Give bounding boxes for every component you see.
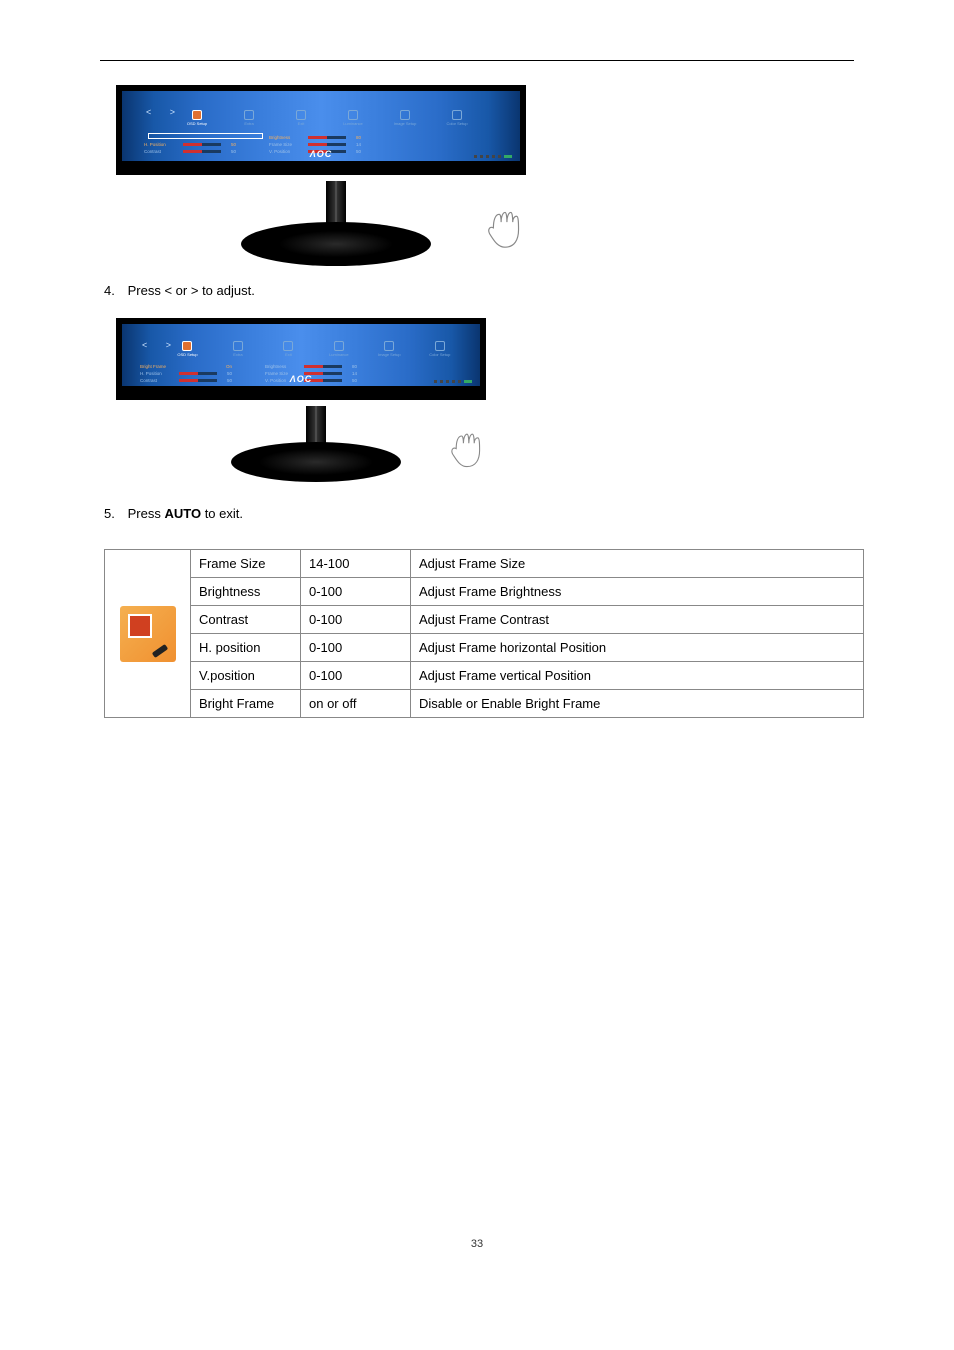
monitor-screen-1: < > OSD Setup Extra Exit Luminance Image… bbox=[116, 85, 526, 175]
table-row: Brightness 0-100 Adjust Frame Brightness bbox=[105, 578, 864, 606]
monitor-buttons bbox=[434, 380, 472, 383]
param-name: Frame Size bbox=[191, 550, 301, 578]
table-row: Frame Size 14-100 Adjust Frame Size bbox=[105, 550, 864, 578]
param-desc: Disable or Enable Bright Frame bbox=[411, 690, 864, 718]
osd-tab-bar: OSD Setup Extra Exit Luminance Image Set… bbox=[142, 105, 500, 131]
monitor-logo: ΛOC bbox=[290, 374, 313, 384]
osd-tab: Exit bbox=[276, 105, 326, 131]
param-range: 0-100 bbox=[301, 634, 411, 662]
param-name: Brightness bbox=[191, 578, 301, 606]
table-row: Contrast 0-100 Adjust Frame Contrast bbox=[105, 606, 864, 634]
osd-tab: Image Setup bbox=[365, 336, 413, 362]
monitor-figure-2: < > OSD Setup Extra Exit Luminance Image… bbox=[116, 318, 874, 498]
osd-tab: Extra bbox=[214, 336, 262, 362]
parameters-table: Frame Size 14-100 Adjust Frame Size Brig… bbox=[104, 549, 864, 718]
param-desc: Adjust Frame Brightness bbox=[411, 578, 864, 606]
monitor-figure-1: < > OSD Setup Extra Exit Luminance Image… bbox=[116, 85, 874, 275]
osd-tab: Color Setup bbox=[432, 105, 482, 131]
param-desc: Adjust Frame Contrast bbox=[411, 606, 864, 634]
param-name: Contrast bbox=[191, 606, 301, 634]
monitor-stand bbox=[231, 406, 401, 490]
picture-boost-icon bbox=[120, 606, 176, 662]
header-rule bbox=[100, 60, 854, 61]
param-range: 0-100 bbox=[301, 606, 411, 634]
step-4: 4. Press < or > to adjust. bbox=[104, 283, 874, 298]
picture-boost-icon-cell bbox=[105, 550, 191, 718]
osd-tab: Image Setup bbox=[380, 105, 430, 131]
param-name: V.position bbox=[191, 662, 301, 690]
osd-tab: Extra bbox=[224, 105, 274, 131]
osd-tab: Luminance bbox=[315, 336, 363, 362]
osd-tab: Color Setup bbox=[416, 336, 464, 362]
table-row: Bright Frame on or off Disable or Enable… bbox=[105, 690, 864, 718]
param-range: 14-100 bbox=[301, 550, 411, 578]
osd-tab: OSD Setup bbox=[172, 105, 222, 131]
param-range: 0-100 bbox=[301, 578, 411, 606]
param-desc: Adjust Frame horizontal Position bbox=[411, 634, 864, 662]
table-row: V.position 0-100 Adjust Frame vertical P… bbox=[105, 662, 864, 690]
osd-tab: OSD Setup bbox=[163, 336, 211, 362]
param-range: 0-100 bbox=[301, 662, 411, 690]
page-number: 33 bbox=[80, 1238, 874, 1250]
monitor-logo: ΛOC bbox=[310, 149, 333, 159]
hand-icon bbox=[476, 195, 534, 253]
osd-tab-bar: OSD Setup Extra Exit Luminance Image Set… bbox=[138, 336, 464, 362]
param-name: H. position bbox=[191, 634, 301, 662]
hand-icon bbox=[440, 418, 494, 472]
monitor-screen-2: < > OSD Setup Extra Exit Luminance Image… bbox=[116, 318, 486, 400]
param-desc: Adjust Frame Size bbox=[411, 550, 864, 578]
monitor-stand bbox=[241, 181, 431, 271]
param-desc: Adjust Frame vertical Position bbox=[411, 662, 864, 690]
step-5: 5. Press AUTO to exit. bbox=[104, 506, 874, 521]
param-range: on or off bbox=[301, 690, 411, 718]
osd-tab: Luminance bbox=[328, 105, 378, 131]
table-row: H. position 0-100 Adjust Frame horizonta… bbox=[105, 634, 864, 662]
osd-tab: Exit bbox=[264, 336, 312, 362]
param-name: Bright Frame bbox=[191, 690, 301, 718]
monitor-buttons bbox=[474, 155, 512, 158]
